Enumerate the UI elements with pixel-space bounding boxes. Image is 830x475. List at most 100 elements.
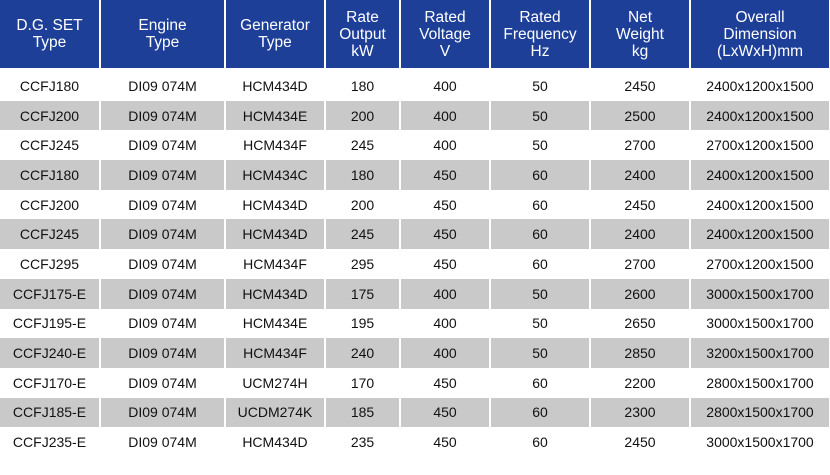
table-cell: CCFJ200 <box>0 189 101 220</box>
table-cell: 2450 <box>590 189 691 220</box>
header-text: D.G. SET <box>16 17 83 34</box>
table-cell: CCFJ295 <box>0 249 101 279</box>
table-cell: DI09 074M <box>100 71 226 101</box>
header-cell: Engine Type <box>100 0 226 68</box>
header-text: Rated <box>519 8 561 26</box>
table-cell: CCFJ195-E <box>0 308 101 339</box>
table-cell: 50 <box>490 71 591 101</box>
table-cell: 2400 <box>590 219 691 250</box>
table-cell: 200 <box>325 100 401 131</box>
header-text: Type <box>32 34 67 51</box>
table-cell: 235 <box>325 427 401 457</box>
table-row: CCFJ180 DI09 074M HCM434C 180 450 60 2400 2400x… <box>0 160 830 190</box>
table-cell: 60 <box>490 249 591 279</box>
table-cell: 450 <box>400 249 491 279</box>
table-cell: 185 <box>325 397 401 428</box>
table-cell: 2800x1500x1700 <box>690 367 830 398</box>
table-cell: 3000x1500x1700 <box>690 308 830 339</box>
table-cell: 2700x1200x1500 <box>690 130 830 161</box>
table-cell: CCFJ245 <box>0 130 101 161</box>
table-row: CCFJ240-E DI09 074M HCM434F 240 400 50 2850 320… <box>0 338 830 368</box>
header-text: Weight <box>616 25 664 43</box>
table-row: CCFJ245 DI09 074M HCM434F 245 400 50 2700 2700x… <box>0 130 830 161</box>
table-cell: 175 <box>325 278 401 309</box>
table-cell: 3200x1500x1700 <box>690 338 830 368</box>
header-cell: Generator Type <box>225 0 326 68</box>
table-cell: 450 <box>400 427 491 457</box>
table-cell: 2300 <box>590 397 691 428</box>
table-body: CCFJ180 DI09 074M HCM434D 180 400 50 2450 2400x… <box>0 68 830 457</box>
table-cell: 2800x1500x1700 <box>690 397 830 428</box>
table-cell: 50 <box>490 100 591 131</box>
table-cell: 245 <box>325 130 401 161</box>
header-text: Rate <box>346 8 379 26</box>
table-cell: CCFJ200 <box>0 100 101 131</box>
table-cell: 400 <box>400 71 491 101</box>
table-cell: 60 <box>490 427 591 457</box>
table-cell: HCM434E <box>225 308 326 339</box>
table-cell: DI09 074M <box>100 100 226 131</box>
table-cell: 2600 <box>590 278 691 309</box>
table-row: CCFJ185-E DI09 074M UCDM274K 185 450 60 2300 28… <box>0 397 830 428</box>
table-cell: 50 <box>490 338 591 368</box>
table-row: CCFJ235-E DI09 074M HCM434D 235 450 60 2450 300… <box>0 427 830 457</box>
table-cell: 60 <box>490 160 591 190</box>
table-cell: 2450 <box>590 427 691 457</box>
header-cell: D.G. SET Type <box>0 0 101 68</box>
table-cell: DI09 074M <box>100 308 226 339</box>
table-row: CCFJ170-E DI09 074M UCM274H 170 450 60 2200 280… <box>0 367 830 398</box>
header-text: (LxWxH)mm <box>716 42 804 60</box>
table-cell: 400 <box>400 308 491 339</box>
table-cell: DI09 074M <box>100 249 226 279</box>
header-row: D.G. SET Type Engine Type Generator Type Rate O… <box>0 0 830 68</box>
header-text: Net <box>627 8 653 26</box>
table-cell: DI09 074M <box>100 130 226 161</box>
header-text: Engine <box>138 17 187 34</box>
table-cell: 450 <box>400 367 491 398</box>
table-cell: HCM434F <box>225 249 326 279</box>
table-cell: DI09 074M <box>100 160 226 190</box>
table-cell: 170 <box>325 367 401 398</box>
header-cell: Rate Output kW <box>325 0 401 68</box>
table-cell: 2850 <box>590 338 691 368</box>
table-cell: 400 <box>400 338 491 368</box>
header-text: Hz <box>530 42 550 60</box>
table-cell: 60 <box>490 367 591 398</box>
table-cell: 450 <box>400 160 491 190</box>
table-cell: 2450 <box>590 71 691 101</box>
table-cell: 2200 <box>590 367 691 398</box>
table-cell: 180 <box>325 160 401 190</box>
table-cell: 60 <box>490 189 591 220</box>
table-cell: UCDM274K <box>225 397 326 428</box>
header-cell: Rated Frequency Hz <box>490 0 591 68</box>
table-cell: 2400x1200x1500 <box>690 100 830 131</box>
table-cell: DI09 074M <box>100 338 226 368</box>
table-cell: 240 <box>325 338 401 368</box>
table-cell: HCM434F <box>225 130 326 161</box>
table-cell: HCM434D <box>225 278 326 309</box>
table-cell: 2650 <box>590 308 691 339</box>
table-cell: 2400x1200x1500 <box>690 160 830 190</box>
table-row: CCFJ295 DI09 074M HCM434F 295 450 60 2700 2700x… <box>0 249 830 279</box>
table-row: CCFJ195-E DI09 074M HCM434E 195 400 50 2650 300… <box>0 308 830 339</box>
header-text: Voltage <box>419 25 471 43</box>
table-cell: 245 <box>325 219 401 250</box>
table-cell: 195 <box>325 308 401 339</box>
table-cell: 295 <box>325 249 401 279</box>
table-cell: DI09 074M <box>100 427 226 457</box>
header-text: Rated <box>424 8 466 26</box>
table-cell: HCM434D <box>225 219 326 250</box>
table-cell: 60 <box>490 219 591 250</box>
header-text: Type <box>258 34 292 51</box>
table-cell: DI09 074M <box>100 189 226 220</box>
header-text: Frequency <box>503 25 577 43</box>
header-text: kg <box>631 42 649 60</box>
table-cell: UCM274H <box>225 367 326 398</box>
table-row: CCFJ180 DI09 074M HCM434D 180 400 50 2450 2400x… <box>0 71 830 101</box>
header-text: Output <box>339 25 386 43</box>
table-cell: 200 <box>325 189 401 220</box>
table-cell: 2500 <box>590 100 691 131</box>
table-cell: DI09 074M <box>100 278 226 309</box>
table-cell: DI09 074M <box>100 367 226 398</box>
